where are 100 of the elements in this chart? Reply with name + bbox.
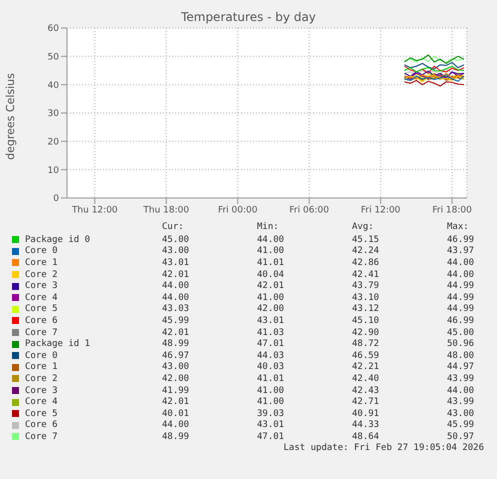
text: 46.99 (446, 234, 476, 245)
text: 42.01 (256, 281, 286, 292)
legend-label: Core 0 (25, 350, 59, 361)
text: 44.00 (161, 281, 190, 292)
text: Max: (446, 222, 470, 234)
text: 44.00 (161, 420, 190, 430)
text: 41.00 (256, 386, 286, 396)
legend-label: Core 6 (25, 316, 59, 326)
text: 45.99 (161, 316, 190, 326)
text: 42.40 (351, 374, 380, 384)
text: 46.99 (446, 316, 476, 326)
text: 44.00 (161, 292, 190, 303)
legend-label: Package id 1 (25, 339, 92, 350)
text: 48.99 (161, 339, 190, 350)
text: 43.01 (256, 420, 286, 430)
text: 43.00 (161, 246, 190, 256)
y-tick-label: 0 (53, 194, 60, 204)
text: 44.99 (446, 281, 476, 292)
legend-label: Package id 0 (25, 234, 92, 245)
legend-label: Core 0 (25, 246, 59, 256)
legend-label: Core 1 (25, 258, 59, 268)
text: 48.99 (161, 432, 190, 442)
x-tick-label: Fri 00:00 (218, 205, 258, 216)
text: 44.00 (446, 386, 476, 396)
text: 47.01 (256, 432, 284, 442)
text: 41.03 (256, 328, 286, 338)
text: 44.99 (446, 292, 476, 303)
text: 40.01 (161, 408, 190, 419)
text: 42.01 (161, 270, 190, 280)
text: 42.01 (161, 328, 190, 338)
chart-title: Temperatures - by day (180, 10, 317, 24)
text: 50.96 (446, 339, 476, 350)
text: 42.90 (351, 328, 380, 338)
text: 42.00 (256, 304, 286, 314)
text: Last update: Fri Feb 27 19:05:04 2026 (282, 442, 484, 453)
legend-label: Core 5 (25, 304, 59, 314)
text: 41.99 (161, 386, 190, 396)
y-axis-title: degrees Celsius (4, 72, 16, 160)
text: 42.24 (351, 246, 380, 256)
y-tick-label: 10 (48, 166, 60, 176)
text: 43.97 (446, 246, 476, 256)
legend-label: Core 7 (25, 328, 59, 338)
text: 45.00 (161, 234, 190, 245)
text: Avg: (351, 222, 375, 234)
text: 41.00 (256, 246, 286, 256)
x-tick-label: Fri 06:00 (289, 205, 330, 216)
y-tick-label: 20 (48, 138, 60, 148)
text: 48.00 (446, 350, 476, 361)
text: 43.03 (161, 304, 190, 314)
text: 40.03 (256, 362, 286, 372)
legend-label: Core 1 (25, 362, 59, 372)
text: 44.99 (446, 304, 476, 314)
text: 40.91 (351, 408, 380, 419)
x-tick-label: Fri 12:00 (360, 205, 401, 216)
text: 43.00 (161, 362, 190, 372)
legend-label: Core 5 (25, 408, 59, 419)
legend-label: Core 4 (25, 397, 59, 408)
legend-label: Core 4 (25, 292, 59, 303)
text: 47.01 (256, 339, 286, 350)
text: 44.97 (446, 362, 476, 372)
text: 42.01 (161, 397, 190, 408)
text: 44.00 (256, 234, 286, 245)
text: 41.01 (256, 374, 286, 384)
text: 42.86 (351, 258, 380, 268)
text: 45.00 (446, 328, 476, 338)
text: 43.12 (351, 304, 380, 314)
text: 44.00 (446, 258, 476, 268)
text: Cur: (161, 222, 185, 234)
text: 43.00 (446, 408, 476, 419)
text: 46.59 (351, 350, 380, 361)
text: 43.99 (446, 397, 476, 408)
text: 43.99 (446, 374, 476, 384)
legend-label: Core 2 (25, 374, 59, 384)
text: 41.01 (256, 258, 286, 268)
legend-label: Core 3 (25, 281, 59, 292)
text: 41.00 (256, 397, 286, 408)
text: 42.00 (161, 374, 190, 384)
text: 48.64 (351, 432, 380, 442)
line-series (404, 62, 465, 70)
text: 44.00 (446, 270, 476, 280)
y-tick-label: 60 (48, 24, 60, 34)
text: 44.03 (256, 350, 286, 361)
text: 46.97 (161, 350, 190, 361)
y-tick-label: 50 (48, 52, 60, 63)
text: 45.15 (351, 234, 380, 245)
text: 43.10 (351, 292, 380, 303)
text: 42.21 (351, 362, 380, 372)
text: 42.43 (351, 386, 380, 396)
legend-label: Core 2 (25, 270, 59, 280)
legend-label: Core 6 (25, 420, 59, 430)
text: 45.99 (446, 420, 476, 430)
x-tick-label: Thu 18:00 (142, 205, 190, 216)
text: 41.00 (256, 292, 286, 303)
x-tick-label: Thu 12:00 (70, 205, 118, 216)
legend-label: Core 3 (25, 386, 59, 396)
text: 39.03 (256, 408, 286, 419)
text: 42.71 (351, 397, 380, 408)
text: 45.10 (351, 316, 380, 326)
text: Min: (256, 222, 280, 234)
x-tick-label: Fri 18:00 (432, 205, 472, 216)
